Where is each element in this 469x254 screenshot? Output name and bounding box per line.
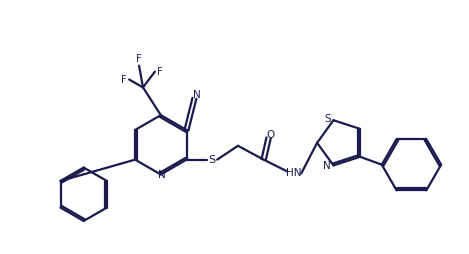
Text: F: F (136, 54, 142, 64)
Text: N: N (193, 90, 200, 100)
Text: S: S (209, 155, 216, 165)
Text: O: O (266, 130, 275, 140)
Text: HN: HN (286, 168, 301, 179)
Text: S: S (324, 114, 331, 124)
Text: N: N (323, 161, 331, 171)
Text: F: F (157, 67, 163, 77)
Text: N: N (158, 170, 166, 180)
Text: F: F (121, 74, 127, 85)
